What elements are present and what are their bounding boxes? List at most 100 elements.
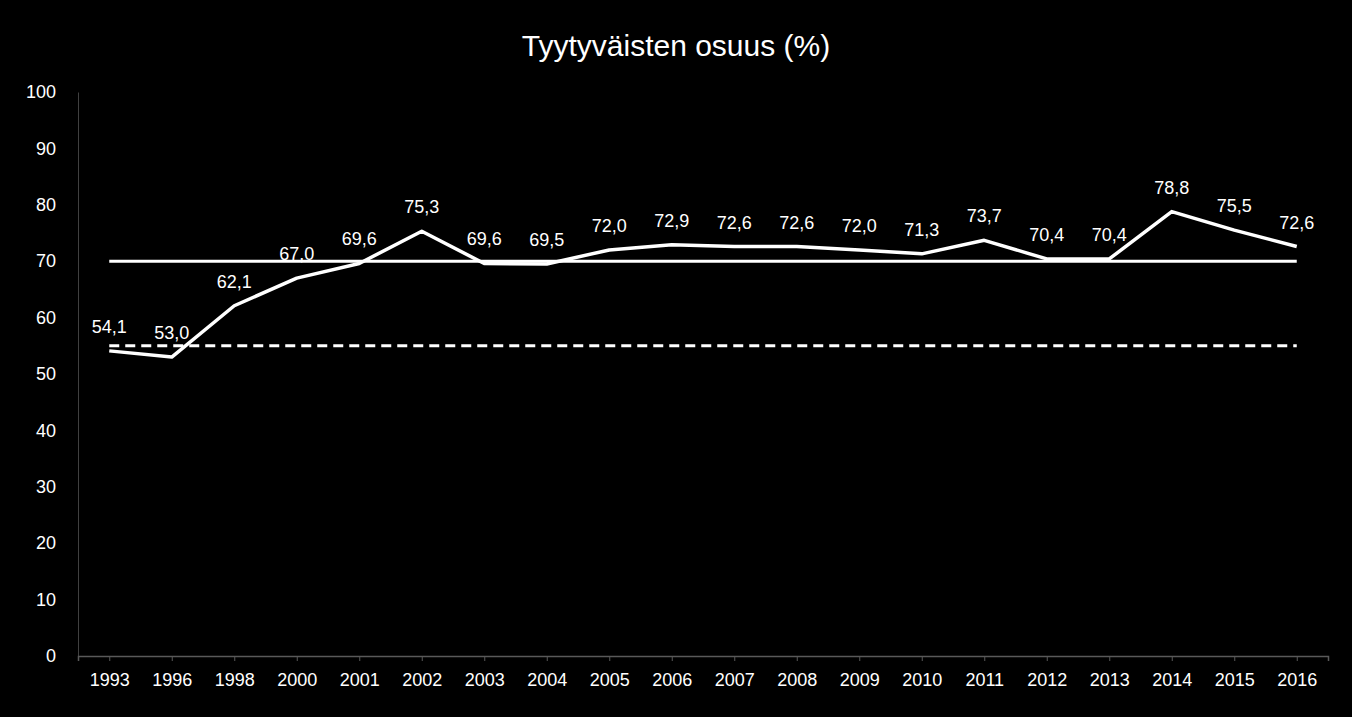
x-tick: 2000 [277,656,317,690]
chart: Tyytyväisten osuus (%) 0 10 20 30 40 50 60 70 80 9… [0,0,1352,717]
x-tick: 2010 [902,656,942,690]
x-tick-label: 2015 [1215,670,1255,690]
x-tick-mark [1297,656,1298,661]
data-label: 53,0 [154,323,189,343]
y-tick-label: 10 [36,590,56,610]
x-tick: 2014 [1152,656,1192,690]
data-label: 67,0 [279,244,314,264]
y-tick-label: 30 [36,477,56,497]
x-tick: 2016 [1277,656,1317,690]
x-tick: 2013 [1090,656,1130,690]
x-tick-mark [422,656,423,661]
y-tick-label: 60 [36,308,56,328]
x-tick-label: 2016 [1277,670,1317,690]
data-label: 62,1 [217,272,252,292]
data-label: 69,6 [342,229,377,249]
x-tick-mark [1234,656,1235,661]
y-tick: 0 [46,646,78,666]
y-tick: 30 [36,477,78,497]
x-tick: 1996 [152,656,192,690]
data-label: 72,6 [779,213,814,233]
x-tick-label: 1996 [152,670,192,690]
x-tick-mark [672,656,673,661]
data-label: 78,8 [1154,178,1189,198]
x-tick: 2009 [840,656,880,690]
data-label: 69,5 [529,230,564,250]
x-tick-mark [797,656,798,661]
x-tick-label: 2004 [527,670,567,690]
x-tick: 2007 [715,656,755,690]
x-tick-mark [172,656,173,661]
x-tick-label: 2008 [777,670,817,690]
data-label: 54,1 [92,317,127,337]
data-label: 72,6 [717,213,752,233]
y-tick: 60 [36,308,78,328]
y-tick: 90 [36,139,78,159]
x-tick-label: 2000 [277,670,317,690]
x-tick-label: 2007 [715,670,755,690]
y-tick-label: 100 [26,82,56,102]
y-tick-label: 40 [36,421,56,441]
x-tick-label: 1998 [215,670,255,690]
plot-area [109,212,1297,358]
x-tick-label: 2006 [652,670,692,690]
x-axis-line [79,657,1329,662]
x-tick-label: 2011 [965,670,1004,690]
data-label: 75,5 [1217,196,1252,216]
x-tick-mark [1172,656,1173,661]
x-tick: 2002 [402,656,442,690]
data-label: 72,9 [654,211,689,231]
x-axis: 1993 1996 1998 2000 2001 2002 2003 2004 2005 2006… [79,656,1329,690]
data-label: 72,6 [1279,213,1314,233]
x-tick-mark [922,656,923,661]
reference-line [109,344,1297,347]
x-tick-mark [109,656,110,661]
x-tick-mark [984,656,985,661]
data-label: 70,4 [1029,225,1064,245]
x-tick-mark [1047,656,1048,661]
x-tick-label: 2002 [402,670,442,690]
x-tick-mark [734,656,735,661]
y-tick: 40 [36,421,78,441]
y-tick-label: 80 [36,195,56,215]
x-tick-label: 2009 [840,670,880,690]
x-tick-label: 2001 [340,670,380,690]
y-tick-label: 90 [36,139,56,159]
y-tick-label: 70 [36,251,56,271]
data-label: 70,4 [1092,225,1127,245]
y-tick-label: 20 [36,533,56,553]
x-tick: 2015 [1215,656,1255,690]
x-tick-mark [484,656,485,661]
x-tick: 2012 [1027,656,1067,690]
x-tick-label: 2003 [465,670,505,690]
x-tick: 2008 [777,656,817,690]
title: Tyytyväisten osuus (%) [522,29,830,62]
x-tick-label: 2014 [1152,670,1192,690]
data-label: 69,6 [467,229,502,249]
x-tick: 2005 [590,656,630,690]
x-tick-mark [547,656,548,661]
x-tick-mark [609,656,610,661]
x-tick: 2011 [965,656,1004,690]
data-label: 72,0 [842,216,877,236]
x-tick: 1993 [90,656,130,690]
y-axis-line [78,93,79,657]
x-tick: 2004 [527,656,567,690]
x-tick-label: 2005 [590,670,630,690]
y-tick: 80 [36,195,78,215]
x-tick-mark [297,656,298,661]
x-tick: 2003 [465,656,505,690]
y-tick: 70 [36,251,78,271]
y-tick: 20 [36,533,78,553]
series-line [109,212,1297,358]
data-labels: 54,153,062,167,069,675,369,669,572,072,9… [92,178,1315,344]
x-tick: 2006 [652,656,692,690]
y-tick: 100 [26,82,78,102]
y-tick-label: 0 [46,646,56,666]
x-tick-label: 2010 [902,670,942,690]
data-label: 71,3 [904,220,939,240]
x-tick-label: 2013 [1090,670,1130,690]
data-label: 72,0 [592,216,627,236]
data-label: 73,7 [967,206,1002,226]
y-tick: 50 [36,364,78,384]
